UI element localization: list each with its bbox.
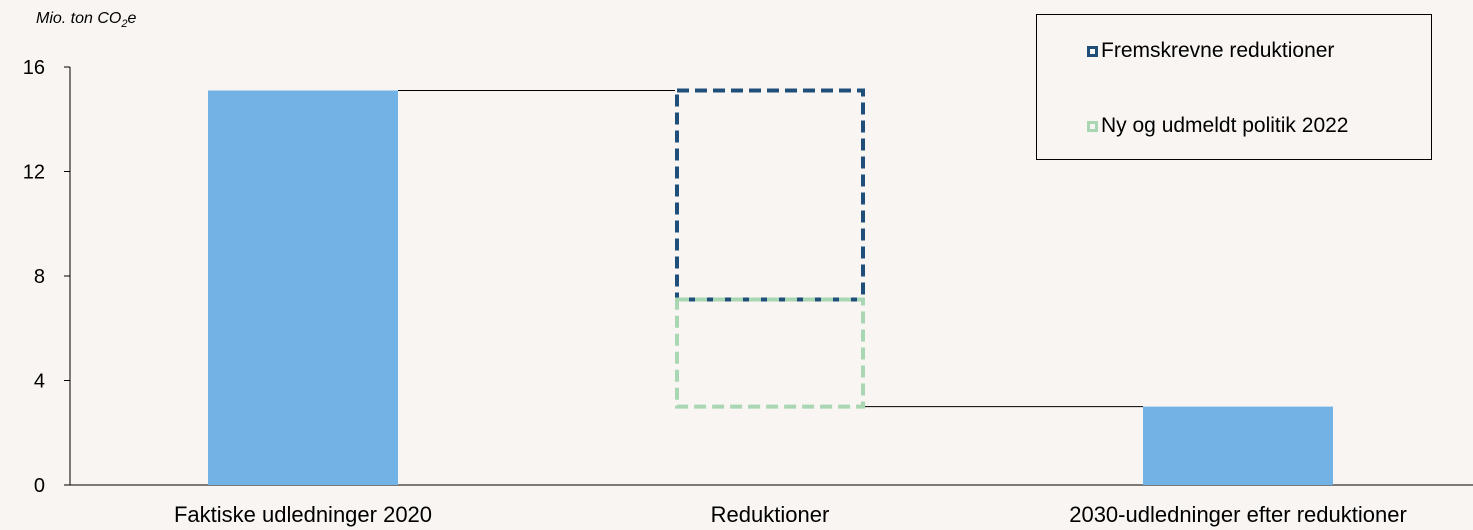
legend-label-fremskrevne: Fremskrevne reduktioner bbox=[1101, 39, 1335, 62]
legend-swatch-ny-politik bbox=[1087, 120, 1098, 132]
legend-item-ny-politik: Ny og udmeldt politik 2022 bbox=[1087, 114, 1348, 138]
x-category-label: Faktiske udledninger 2020 bbox=[174, 502, 432, 527]
x-category-label: Reduktioner bbox=[711, 502, 830, 527]
x-category-label: 2030-udledninger efter reduktioner bbox=[1069, 502, 1407, 527]
y-tick-label: 4 bbox=[34, 371, 45, 393]
y-axis-unit-label: Mio. ton CO2e bbox=[36, 10, 137, 31]
y-tick-label: 8 bbox=[34, 266, 45, 288]
y-tick-label: 16 bbox=[23, 57, 45, 79]
legend-label-ny-politik: Ny og udmeldt politik 2022 bbox=[1101, 114, 1349, 137]
bar bbox=[1143, 406, 1333, 485]
dashed-bar bbox=[675, 297, 865, 409]
legend-swatch-fremskrevne bbox=[1087, 45, 1098, 57]
chart-legend: Fremskrevne reduktioner Ny og udmeldt po… bbox=[1036, 14, 1432, 160]
legend-item-fremskrevne: Fremskrevne reduktioner bbox=[1087, 39, 1334, 63]
y-tick-label: 0 bbox=[34, 475, 45, 497]
dashed-bar bbox=[675, 88, 865, 302]
y-tick-label: 12 bbox=[23, 162, 45, 184]
bar bbox=[208, 90, 398, 485]
